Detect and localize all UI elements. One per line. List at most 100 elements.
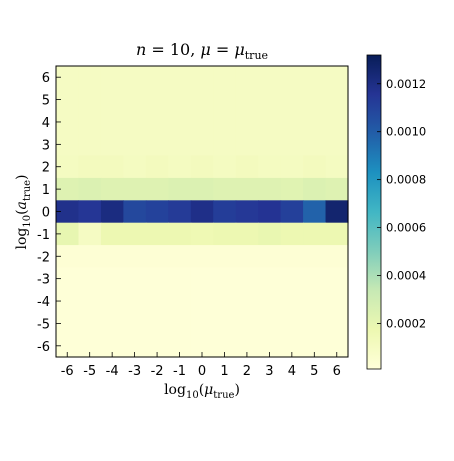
heatmap-cell [56,88,80,112]
heatmap-cell [168,245,192,269]
heatmap-cell [258,133,282,157]
heatmap-cell [78,200,102,224]
y-tick-label: 6 [42,71,50,86]
heatmap-cell [325,222,349,246]
heatmap-cell [235,177,259,201]
heatmap-cell [235,222,259,246]
heatmap-cell [258,289,282,313]
heatmap-cell [213,177,237,201]
chart-title: n = 10, μ = μtrue [136,40,268,62]
y-tick-label: 0 [42,206,50,221]
heatmap-cell [258,177,282,201]
y-tick-label: -5 [37,317,50,332]
heatmap-cell [213,66,237,89]
colorbar-tick-label: 0.0004 [386,269,426,283]
y-tick-label: 3 [42,138,50,153]
colorbar-ticks: 0.0002 0.0004 0.0006 0.0008 0.0010 0.0012 [377,77,426,330]
heatmap-cell [190,200,214,224]
heatmap-cell [123,66,147,89]
heatmap-cells [56,66,349,358]
heatmap-cell [258,222,282,246]
heatmap-cell [56,267,80,291]
heatmap-cell [303,200,327,224]
heatmap-cell [190,222,214,246]
heatmap-cell [325,312,349,336]
colorbar-tick-label: 0.0008 [386,173,426,187]
heatmap-cell [190,177,214,201]
heatmap-cell [325,66,349,89]
colorbar-tick-label: 0.0002 [386,316,426,330]
heatmap-cell [280,312,304,336]
heatmap-cell [56,334,80,358]
heatmap-cell [190,110,214,134]
heatmap-cell [235,133,259,157]
heatmap-cell [258,88,282,112]
y-tick-label: 5 [42,94,50,109]
heatmap-cell [56,222,80,246]
heatmap-cell [258,267,282,291]
y-axis-ticks: -6 -5 -4 -3 -2 -1 0 1 2 3 4 5 6 [37,71,61,355]
heatmap-cell [168,88,192,112]
heatmap-cell [235,88,259,112]
heatmap-cell [280,267,304,291]
y-tick-label: -4 [37,295,50,310]
heatmap-cell [100,312,124,336]
heatmap-cell [325,289,349,313]
heatmap-cell [280,66,304,89]
heatmap-cell [123,177,147,201]
heatmap-cell [325,200,349,224]
colorbar-tick-label: 0.0010 [386,125,426,139]
heatmap-cell [213,312,237,336]
heatmap-cell [235,200,259,224]
heatmap-cell [280,133,304,157]
heatmap-cell [56,312,80,336]
heatmap-cell [213,133,237,157]
heatmap-cell [235,312,259,336]
heatmap-cell [280,155,304,179]
heatmap-cell [303,88,327,112]
heatmap-cell [213,245,237,269]
heatmap-cell [213,88,237,112]
heatmap-cell [190,289,214,313]
heatmap-cell [145,88,169,112]
heatmap-cell [145,177,169,201]
heatmap-cell [100,245,124,269]
heatmap-cell [78,312,102,336]
heatmap-cell [123,133,147,157]
heatmap-cell [213,267,237,291]
heatmap-cell [325,155,349,179]
heatmap-cell [123,88,147,112]
heatmap-cell [56,200,80,224]
x-tick-label: 5 [310,364,318,379]
heatmap-cell [325,177,349,201]
heatmap-cell [303,334,327,358]
heatmap-cell [145,245,169,269]
heatmap-cell [258,312,282,336]
heatmap-cell [168,66,192,89]
y-tick-label: -1 [37,228,50,243]
heatmap-cell [100,88,124,112]
heatmap-cell [145,66,169,89]
x-tick-label: -3 [128,364,141,379]
heatmap-cell [258,155,282,179]
heatmap-cell [145,222,169,246]
y-tick-label: -6 [37,340,50,355]
heatmap-cell [190,66,214,89]
heatmap-cell [145,267,169,291]
heatmap-cell [325,133,349,157]
heatmap-cell [56,110,80,134]
heatmap-cell [100,155,124,179]
x-tick-label: 6 [333,364,341,379]
heatmap-cell [123,334,147,358]
heatmap-cell [213,110,237,134]
heatmap-cell [100,200,124,224]
heatmap-cell [303,133,327,157]
heatmap-cell [235,289,259,313]
heatmap-cell [100,267,124,291]
heatmap-cell [56,177,80,201]
heatmap-cell [325,110,349,134]
heatmap-cell [145,312,169,336]
heatmap-cell [235,334,259,358]
x-axis-ticks: -6 -5 -4 -3 -2 -1 0 1 2 3 4 5 6 [61,352,341,379]
heatmap-cell [325,267,349,291]
